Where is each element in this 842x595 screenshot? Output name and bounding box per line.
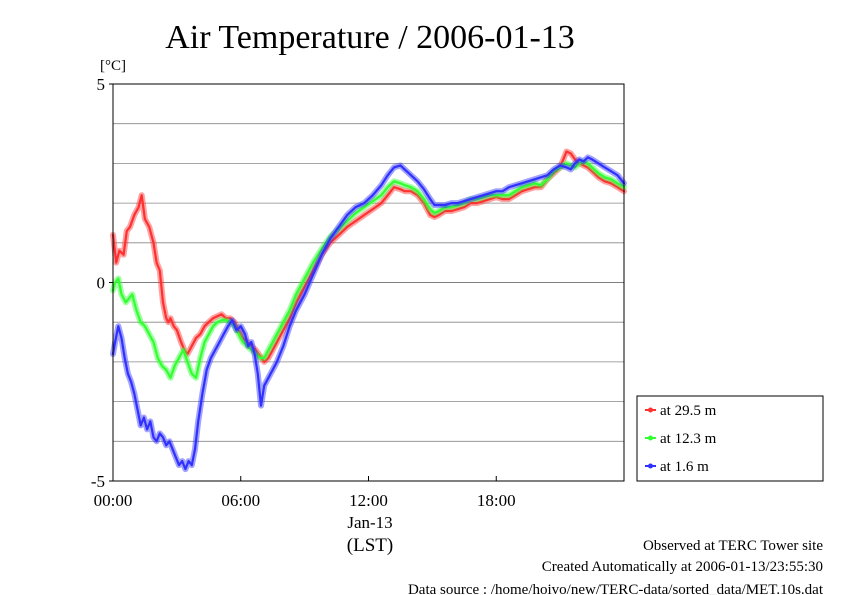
x-tick-label-1: 06:00 <box>221 491 260 510</box>
legend: at 29.5 m at 12.3 m at 1.6 m <box>636 395 824 482</box>
footer-source: Data source : /home/hoivo/new/TERC-data/… <box>408 582 824 595</box>
legend-label-2: at 1.6 m <box>660 459 709 475</box>
x-tick-labels: 00:00 06:00 12:00 18:00 <box>94 476 516 510</box>
legend-label-0: at 29.5 m <box>660 403 717 419</box>
legend-marker-2 <box>648 463 653 469</box>
legend-items: at 29.5 m at 12.3 m at 1.6 m <box>645 403 717 475</box>
x-tick-label-0: 00:00 <box>94 491 133 510</box>
x-axis-label: (LST) <box>347 535 393 556</box>
y-tick-labels: 5 0 -5 <box>91 75 113 491</box>
x-tick-label-3: 18:00 <box>477 491 516 510</box>
legend-marker-1 <box>648 435 653 441</box>
x-date-label: Jan-13 <box>347 513 392 532</box>
chart-title: Air Temperature / 2006-01-13 <box>165 19 575 56</box>
y-tick-label-0: 5 <box>97 75 106 94</box>
legend-marker-0 <box>648 407 653 413</box>
series-line-1 <box>111 160 626 379</box>
x-tick-label-2: 12:00 <box>349 491 388 510</box>
footer-created: Created Automatically at 2006-01-13/23:5… <box>542 559 823 575</box>
y-tick-label-2: -5 <box>91 472 105 491</box>
y-tick-label-1: 0 <box>97 274 106 293</box>
legend-box <box>636 395 824 482</box>
legend-label-1: at 12.3 m <box>660 431 717 447</box>
series-line-2 <box>111 156 626 471</box>
series-layer <box>110 148 627 473</box>
y-axis-unit: [°C] <box>100 58 126 74</box>
footer-site: Observed at TERC Tower site <box>643 538 823 554</box>
